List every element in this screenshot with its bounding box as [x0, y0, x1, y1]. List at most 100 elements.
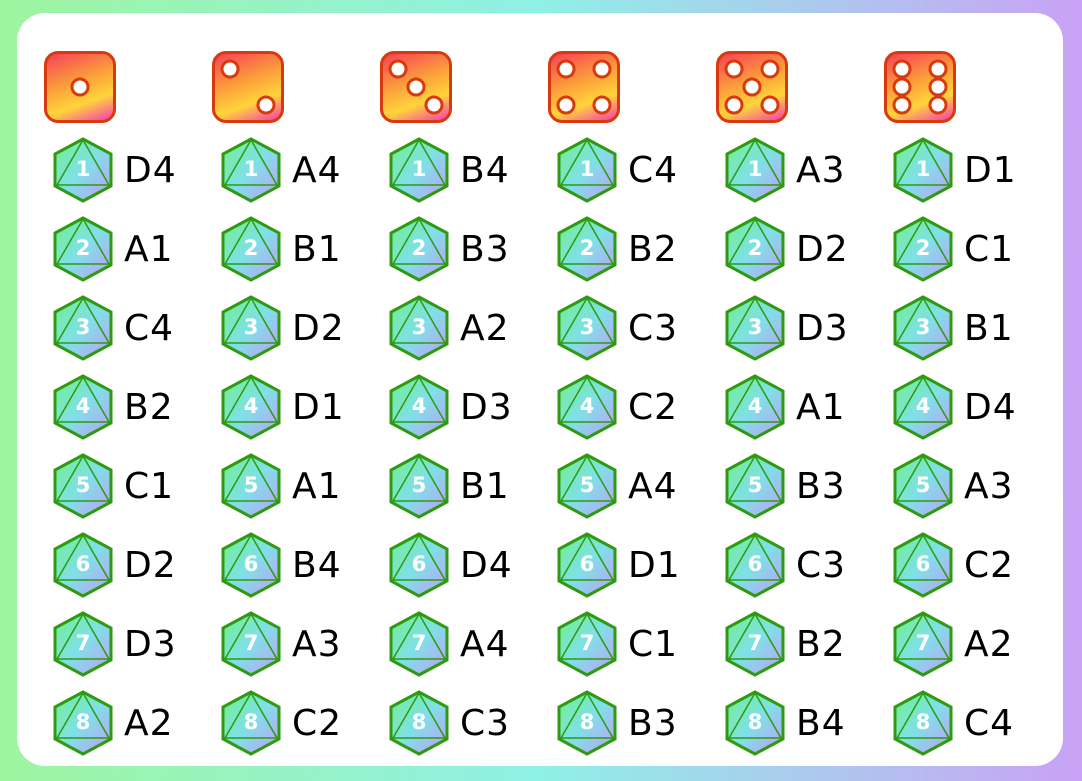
die-pip	[742, 77, 762, 97]
d8-number: 1	[915, 157, 931, 181]
d8-icon: 6	[52, 532, 114, 598]
d8-row: 6 D2	[52, 530, 177, 600]
d8-number: 5	[747, 473, 763, 497]
d8-row: 5 A1	[220, 451, 342, 521]
d8-number: 3	[915, 315, 931, 339]
d8-row: 4 D4	[892, 372, 1017, 442]
d8-row: 7 A3	[220, 609, 342, 679]
d8-row: 3 C3	[556, 293, 678, 363]
die-pip	[928, 59, 948, 79]
d8-icon: 3	[220, 295, 282, 361]
d8-number: 1	[75, 157, 91, 181]
d8-icon: 7	[220, 611, 282, 677]
d8-number: 8	[579, 710, 595, 734]
d8-row: 1 D4	[52, 135, 177, 205]
d8-row: 6 C3	[724, 530, 846, 600]
d8-number: 1	[411, 157, 427, 181]
cell-label: A1	[796, 386, 846, 428]
die-pip	[892, 95, 912, 115]
d8-number: 8	[915, 710, 931, 734]
d8-number: 7	[747, 631, 763, 655]
d8-row: 8 B4	[724, 688, 846, 758]
cell-label: D3	[796, 307, 849, 349]
d8-row: 8 C4	[892, 688, 1014, 758]
die-pip	[556, 95, 576, 115]
d8-icon: 3	[52, 295, 114, 361]
d8-number: 7	[411, 631, 427, 655]
d8-number: 8	[75, 710, 91, 734]
d8-icon: 3	[724, 295, 786, 361]
d8-number: 6	[243, 552, 259, 576]
d8-number: 4	[243, 394, 259, 418]
d8-number: 3	[747, 315, 763, 339]
cell-label: B1	[964, 307, 1014, 349]
d8-icon: 1	[892, 137, 954, 203]
d8-row: 5 B1	[388, 451, 510, 521]
die-pip	[70, 77, 90, 97]
cell-label: A4	[292, 149, 342, 191]
d8-row: 4 D1	[220, 372, 345, 442]
d8-icon: 6	[556, 532, 618, 598]
d8-icon: 8	[220, 690, 282, 756]
cell-label: C1	[964, 228, 1015, 270]
d8-row: 1 C4	[556, 135, 678, 205]
cell-label: A2	[460, 307, 510, 349]
d8-icon: 8	[556, 690, 618, 756]
d8-number: 7	[243, 631, 259, 655]
die-pip	[592, 95, 612, 115]
d8-icon: 7	[892, 611, 954, 677]
d8-icon: 6	[220, 532, 282, 598]
d8-row: 6 D4	[388, 530, 513, 600]
d8-number: 8	[243, 710, 259, 734]
d8-icon: 8	[724, 690, 786, 756]
cell-label: B3	[460, 228, 510, 270]
d8-icon: 5	[892, 453, 954, 519]
d8-row: 5 B3	[724, 451, 846, 521]
cell-label: C2	[964, 544, 1015, 586]
d8-icon: 4	[556, 374, 618, 440]
d8-row: 2 B2	[556, 214, 678, 284]
d8-number: 5	[243, 473, 259, 497]
d8-icon: 8	[52, 690, 114, 756]
d8-icon: 1	[556, 137, 618, 203]
d8-number: 4	[915, 394, 931, 418]
d8-number: 4	[579, 394, 595, 418]
d8-number: 2	[243, 236, 259, 260]
cell-label: B4	[292, 544, 342, 586]
cell-label: D4	[460, 544, 513, 586]
d8-row: 3 D3	[724, 293, 849, 363]
cell-label: C4	[124, 307, 175, 349]
cell-label: C4	[964, 702, 1015, 744]
d8-number: 2	[915, 236, 931, 260]
cell-label: A3	[964, 465, 1014, 507]
d8-icon: 2	[220, 216, 282, 282]
d8-number: 8	[747, 710, 763, 734]
d8-number: 5	[75, 473, 91, 497]
d8-row: 2 B3	[388, 214, 510, 284]
d8-number: 5	[579, 473, 595, 497]
d8-row: 1 A4	[220, 135, 342, 205]
d8-row: 1 A3	[724, 135, 846, 205]
d8-number: 8	[411, 710, 427, 734]
d8-number: 2	[75, 236, 91, 260]
d8-icon: 3	[556, 295, 618, 361]
d8-row: 4 A1	[724, 372, 846, 442]
d8-number: 2	[747, 236, 763, 260]
cell-label: C3	[796, 544, 847, 586]
d8-row: 4 C2	[556, 372, 678, 442]
d8-icon: 1	[724, 137, 786, 203]
d8-icon: 5	[388, 453, 450, 519]
cell-label: D2	[292, 307, 345, 349]
d8-row: 8 C2	[220, 688, 342, 758]
d8-row: 5 C1	[52, 451, 174, 521]
cell-label: A1	[124, 228, 174, 270]
d8-row: 5 A3	[892, 451, 1014, 521]
die-pip	[724, 95, 744, 115]
d8-number: 3	[579, 315, 595, 339]
cell-label: B3	[628, 702, 678, 744]
d8-row: 4 D3	[388, 372, 513, 442]
cell-label: A2	[964, 623, 1014, 665]
column-4: 1 C4 2 B2 3 C3 4 C2 5 A4 6 D1 7 C1 8 B3	[521, 51, 689, 756]
cell-label: C1	[628, 623, 679, 665]
d8-number: 3	[243, 315, 259, 339]
